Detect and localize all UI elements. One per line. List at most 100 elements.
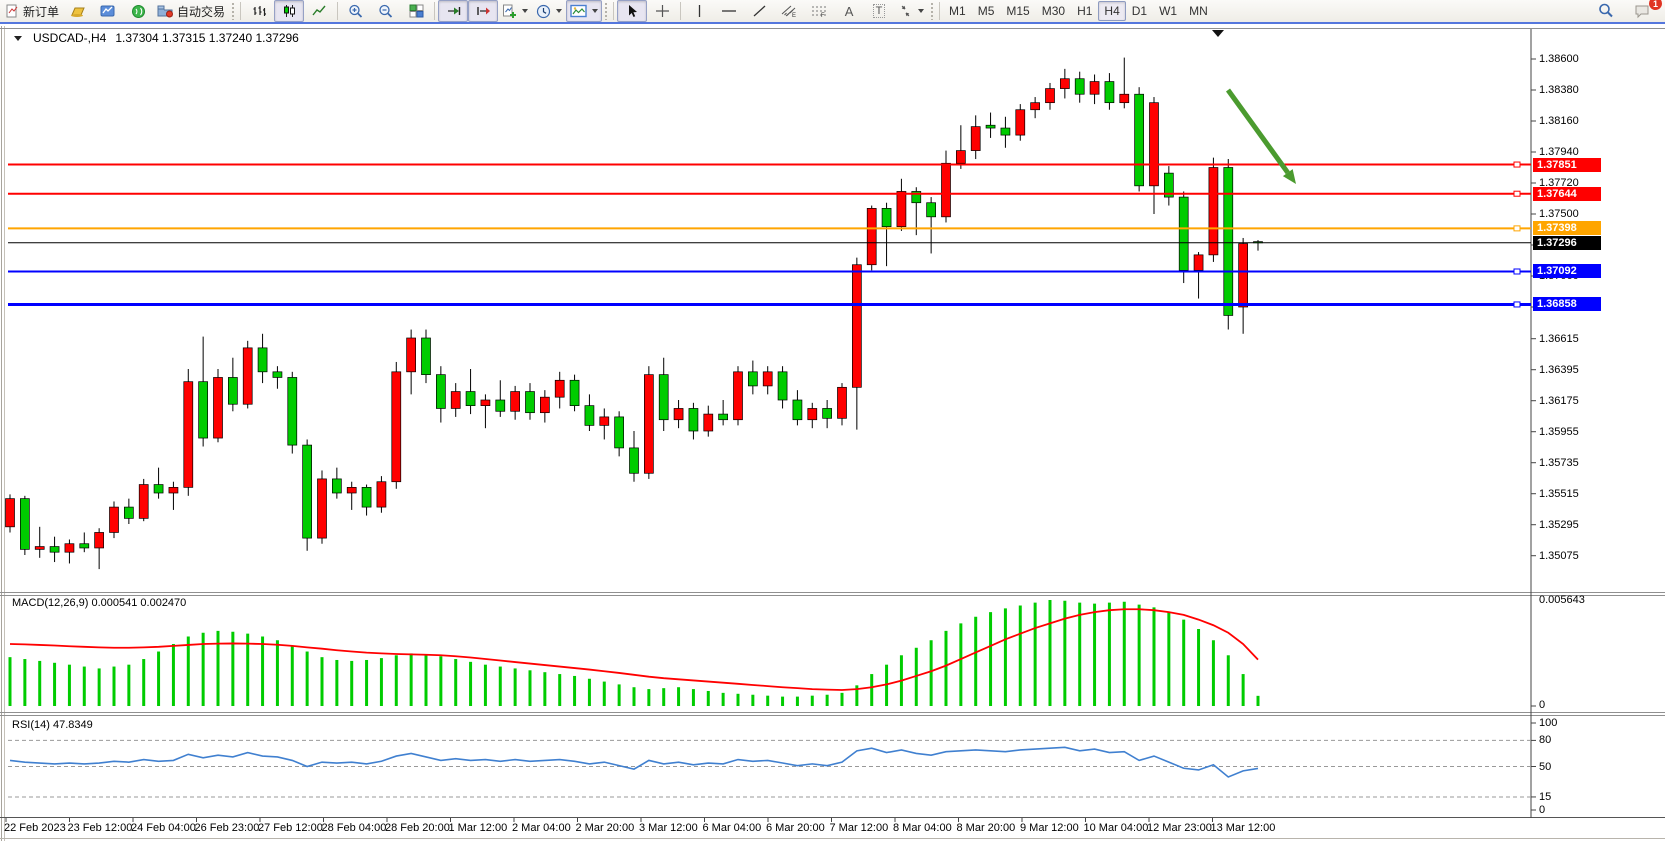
line-handle[interactable] — [1513, 301, 1521, 308]
timeframe-d1-button[interactable]: D1 — [1131, 4, 1148, 18]
candle-body — [391, 371, 402, 483]
main-toolbar: 新订单 自动交易 — [0, 0, 1665, 24]
candle-body — [658, 374, 669, 421]
candle-body — [1163, 172, 1174, 198]
candle-body — [1238, 243, 1248, 308]
auto-scroll-icon — [447, 7, 460, 15]
notifications-button[interactable]: 1 — [1627, 0, 1662, 22]
price-badge: 1.37644 — [1533, 186, 1601, 201]
line-handle[interactable] — [1513, 190, 1521, 197]
period-clock-button[interactable] — [532, 0, 566, 22]
candle-body — [495, 399, 506, 412]
horizontal-line-tool-button[interactable] — [714, 0, 744, 22]
time-tick-label: 2 Mar 20:00 — [575, 822, 635, 834]
notification-badge: 1 — [1649, 0, 1662, 10]
zoom-out-button[interactable] — [371, 0, 401, 22]
chart-title: USDCAD-,H4 1.37304 1.37315 1.37240 1.372… — [14, 31, 299, 45]
text-label-tool-button[interactable]: T — [864, 0, 894, 22]
new-order-button[interactable]: 新订单 — [2, 0, 63, 22]
candle-body — [138, 484, 149, 519]
candle-body — [614, 416, 624, 449]
channel-tool-button[interactable]: E — [774, 0, 804, 22]
dropdown-caret — [918, 9, 925, 13]
cursor-tool-button[interactable] — [617, 0, 648, 22]
news-button[interactable] — [123, 0, 153, 22]
candle-body — [629, 447, 639, 474]
auto-scroll-button[interactable] — [438, 0, 469, 22]
candle-body — [287, 377, 298, 446]
candle-body — [480, 399, 491, 406]
timeframe-w1-button[interactable]: W1 — [1159, 4, 1178, 18]
time-tick-label: 1 Mar 12:00 — [448, 822, 508, 834]
price-tick-label: 1.35955 — [1539, 425, 1579, 438]
line-handle[interactable] — [1513, 225, 1521, 232]
candle-body — [1178, 196, 1189, 271]
timeframe-m1-button[interactable]: M1 — [949, 4, 966, 18]
candle-body — [34, 546, 45, 550]
crosshair-tool-button[interactable] — [647, 0, 677, 22]
svg-text:F: F — [821, 13, 825, 18]
new-chart-button[interactable] — [498, 0, 532, 22]
timeframe-mn-button[interactable]: MN — [1189, 4, 1208, 18]
cursor-arrow-icon — [628, 5, 637, 17]
vertical-line-tool-button[interactable] — [684, 0, 714, 22]
macd-indicator-label: MACD(12,26,9) 0.000541 0.002470 — [12, 597, 187, 609]
candle-body — [346, 487, 357, 494]
candle-body — [1045, 88, 1055, 104]
zoom-out-icon — [379, 4, 393, 18]
data-window-button[interactable] — [93, 0, 123, 22]
time-tick-label: 9 Mar 12:00 — [1020, 822, 1079, 834]
price-tick-label: 1.37940 — [1539, 146, 1579, 158]
candle-body — [955, 150, 966, 164]
chart-shift-button[interactable] — [468, 0, 499, 22]
toolbar-drag-handle[interactable] — [604, 2, 609, 20]
template-icon — [570, 4, 587, 18]
line-handle[interactable] — [1513, 268, 1521, 275]
timeframe-h4-button[interactable]: H4 — [1098, 1, 1126, 21]
timeframe-h1-button[interactable]: H1 — [1077, 4, 1093, 18]
timeframe-m5-button[interactable]: M5 — [977, 4, 995, 18]
timeframe-m30-button[interactable]: M30 — [1041, 4, 1066, 18]
search-button[interactable] — [1591, 0, 1621, 22]
annotation-arrow[interactable] — [1225, 88, 1290, 175]
line-handle[interactable] — [1513, 161, 1521, 168]
template-button[interactable] — [566, 0, 603, 22]
auto-trading-button[interactable]: 自动交易 — [153, 0, 229, 22]
candle-body — [881, 208, 892, 228]
collapse-triangle-icon[interactable] — [14, 35, 22, 41]
timeframe-m15-button[interactable]: M15 — [1006, 4, 1030, 18]
toolbar-drag-handle[interactable] — [231, 2, 236, 20]
candle-body — [777, 371, 788, 401]
price-tick-label: 1.35075 — [1539, 549, 1579, 562]
candle-body — [5, 498, 15, 528]
line-chart-mode-button[interactable] — [304, 0, 334, 22]
chart-shift-marker[interactable] — [1212, 30, 1224, 37]
candle-body — [1223, 167, 1234, 316]
zoom-in-button[interactable] — [341, 0, 371, 22]
candle-body — [109, 506, 119, 533]
candle-body — [688, 408, 699, 432]
tile-windows-button[interactable] — [401, 0, 431, 22]
chart-window-icon — [100, 5, 115, 17]
candle-body — [1149, 102, 1159, 187]
bar-chart-mode-button[interactable] — [244, 0, 274, 22]
candle-body — [911, 191, 922, 204]
fibonacci-tool-button[interactable]: F — [804, 0, 834, 22]
time-tick-label: 6 Mar 04:00 — [702, 822, 762, 834]
market-watch-button[interactable] — [63, 0, 93, 22]
candle-body — [941, 162, 951, 218]
text-tool-button[interactable]: A — [834, 0, 864, 22]
candle-body — [1193, 254, 1204, 271]
arrows-tool-button[interactable] — [894, 0, 928, 22]
time-tick-label: 8 Mar 04:00 — [893, 822, 952, 834]
candle-body — [733, 371, 743, 421]
candlestick-mode-button[interactable] — [274, 0, 305, 22]
price-badge: 1.37296 — [1533, 235, 1601, 250]
toolbar-drag-handle[interactable] — [930, 2, 935, 20]
annotation-arrow-head[interactable] — [1282, 169, 1296, 184]
candle-body — [406, 337, 416, 373]
price-badge: 1.37398 — [1533, 221, 1601, 236]
candle-body — [1000, 127, 1011, 136]
trendline-tool-button[interactable] — [744, 0, 774, 22]
